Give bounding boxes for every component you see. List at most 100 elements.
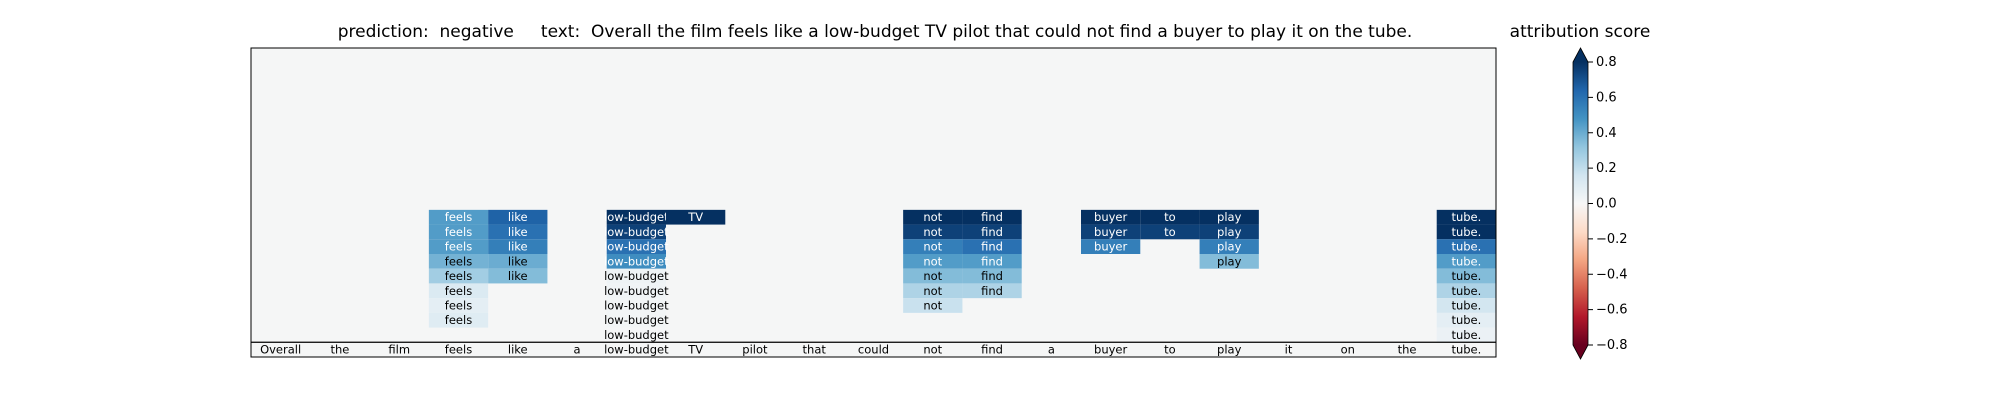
cell-label: low-budget xyxy=(604,269,669,283)
cell-label: tube. xyxy=(1451,299,1481,313)
heatmap-cell xyxy=(1436,312,1496,328)
heatmap-cell xyxy=(606,209,666,225)
cell-label: find xyxy=(981,240,1003,254)
heatmap-cell xyxy=(488,254,548,269)
cell-label: like xyxy=(508,225,528,239)
cell-label: tube. xyxy=(1451,313,1481,327)
heatmap-cell xyxy=(1436,209,1496,225)
heatmap-cell xyxy=(1436,298,1496,313)
cell-label: low-budget xyxy=(604,210,669,224)
token-label: a xyxy=(574,343,581,357)
cell-label: tube. xyxy=(1451,240,1481,254)
token-label: film xyxy=(388,343,410,357)
heatmap-cell xyxy=(1436,254,1496,269)
colorbar-title: attribution score xyxy=(1509,22,1651,42)
heatmap-cell xyxy=(903,239,963,254)
plot-frame xyxy=(250,47,1497,358)
heatmap-cell xyxy=(606,312,666,328)
token-label: Overall xyxy=(260,343,301,357)
cell-label: like xyxy=(508,210,528,224)
cell-label: feels xyxy=(445,240,472,254)
cell-label: TV xyxy=(687,210,703,224)
colorbar-tick-label: 0.6 xyxy=(1596,90,1617,105)
cell-label: not xyxy=(923,210,942,224)
cell-label: not xyxy=(923,225,942,239)
token-label: tube. xyxy=(1451,343,1481,357)
cell-label: like xyxy=(508,254,528,268)
heatmap-cell xyxy=(1199,209,1259,225)
chart-title: prediction: negative text: Overall the f… xyxy=(337,22,1413,42)
cell-label: tube. xyxy=(1451,284,1481,298)
cell-label: feels xyxy=(445,225,472,239)
token-label: find xyxy=(981,343,1003,357)
token-label: pilot xyxy=(742,343,768,357)
token-label: could xyxy=(858,343,889,357)
colorbar-max-arrow xyxy=(1573,48,1588,62)
heatmap-cell xyxy=(428,224,489,240)
colorbar-tick-label: 0.2 xyxy=(1596,161,1617,176)
cell-label: low-budget xyxy=(604,240,669,254)
heatmap-cell xyxy=(606,283,666,299)
token-label: the xyxy=(1398,343,1417,357)
heatmap-cell xyxy=(606,239,666,254)
cell-label: buyer xyxy=(1094,240,1127,254)
heatmap-cell xyxy=(962,268,1022,284)
heatmap-cell xyxy=(428,298,489,313)
heatmap-cell xyxy=(488,239,548,254)
heatmap-cell xyxy=(962,283,1022,299)
cell-label: tube. xyxy=(1451,254,1481,268)
cell-label: not xyxy=(923,299,942,313)
cell-label: find xyxy=(981,269,1003,283)
cell-label: not xyxy=(923,240,942,254)
cell-label: low-budget xyxy=(604,299,669,313)
cell-label: feels xyxy=(445,299,472,313)
token-label: not xyxy=(923,343,942,357)
heatmap-cell xyxy=(1436,239,1496,254)
cell-label: not xyxy=(923,254,942,268)
heatmap-cell xyxy=(903,224,963,240)
heatmap-cell xyxy=(1081,209,1141,225)
heatmap-cell xyxy=(962,239,1022,254)
heatmap-cell xyxy=(488,209,548,225)
heatmap-cell xyxy=(1199,239,1259,254)
heatmap-cell xyxy=(666,209,726,225)
heatmap-cell xyxy=(962,209,1022,225)
cell-label: find xyxy=(981,284,1003,298)
heatmap-cell xyxy=(488,268,548,284)
cell-label: play xyxy=(1217,210,1242,224)
cell-label: find xyxy=(981,210,1003,224)
colorbar-tick-label: −0.8 xyxy=(1596,338,1628,353)
heatmap-cell xyxy=(1199,254,1259,269)
heatmap-cell xyxy=(488,224,548,240)
cell-label: buyer xyxy=(1094,210,1127,224)
cell-label: low-budget xyxy=(604,254,669,268)
cell-label: like xyxy=(508,269,528,283)
heatmap-cell xyxy=(1436,268,1496,284)
heatmap-cell xyxy=(606,268,666,284)
cell-label: feels xyxy=(445,269,472,283)
colorbar-min-arrow xyxy=(1573,345,1588,359)
heatmap-cell xyxy=(962,224,1022,240)
cell-label: feels xyxy=(445,284,472,298)
cell-label: like xyxy=(508,240,528,254)
cell-label: play xyxy=(1217,254,1242,268)
heatmap-cell xyxy=(428,268,489,284)
cell-label: not xyxy=(923,284,942,298)
token-label: the xyxy=(330,343,349,357)
heatmap-cell xyxy=(903,268,963,284)
cell-label: to xyxy=(1164,225,1176,239)
cell-label: feels xyxy=(445,210,472,224)
heatmap-cell xyxy=(428,312,489,328)
cell-label: tube. xyxy=(1451,210,1481,224)
colorbar-tick-label: −0.6 xyxy=(1596,303,1628,318)
heatmap-cell xyxy=(1199,224,1259,240)
heatmap-cell xyxy=(1436,224,1496,240)
colorbar-gradient xyxy=(1573,62,1588,345)
cell-label: not xyxy=(923,269,942,283)
cell-label: to xyxy=(1164,210,1176,224)
heatmap-cell xyxy=(428,283,489,299)
heatmap-cell xyxy=(1081,239,1141,254)
colorbar-tick-label: 0.0 xyxy=(1596,197,1617,212)
heatmap-cell xyxy=(1436,283,1496,299)
heatmap-cell xyxy=(428,254,489,269)
